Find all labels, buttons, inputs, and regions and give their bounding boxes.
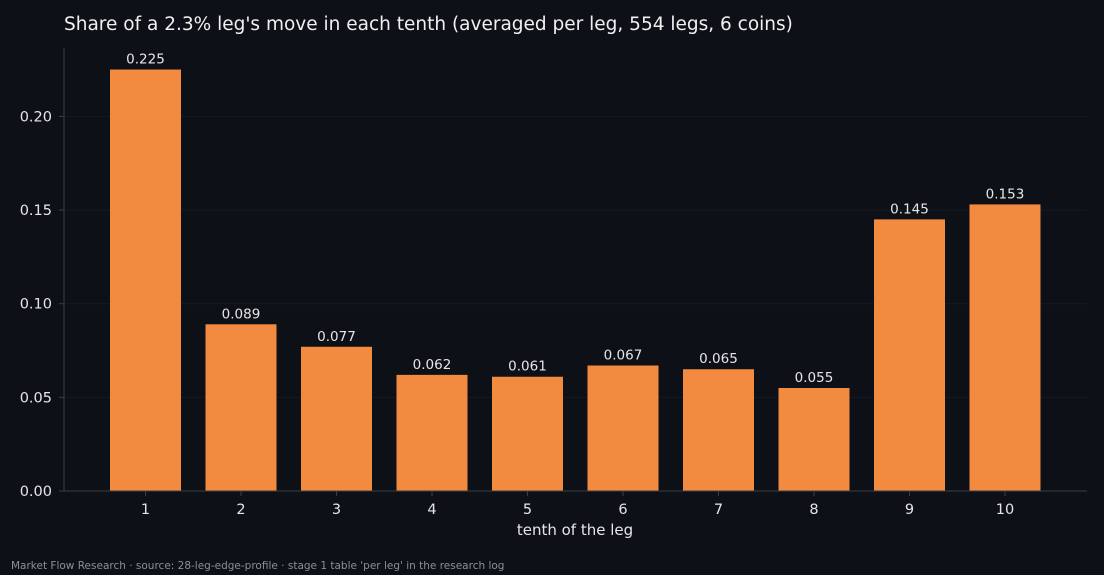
- bar-value-label-3: 0.077: [317, 329, 356, 345]
- bars: [110, 69, 1041, 492]
- x-tick-label-6: 6: [618, 502, 627, 518]
- bar-value-label-6: 0.067: [604, 347, 643, 363]
- bar-value-label-1: 0.225: [126, 52, 165, 68]
- bar-value-label-2: 0.089: [222, 306, 261, 322]
- bar-5: [492, 376, 563, 491]
- chart-title: Share of a 2.3% leg's move in each tenth…: [64, 14, 793, 35]
- bar-6: [587, 365, 659, 491]
- footer-source-note: Market Flow Research · source: 28-leg-ed…: [11, 560, 505, 572]
- bar-1: [110, 69, 181, 491]
- labels: 0.00 0.05 0.10 0.15 0.20 0.225 1 0.089 2 0.077 3 0.…: [20, 52, 1025, 518]
- bar-value-label-9: 0.145: [890, 201, 929, 217]
- bar-value-label-7: 0.065: [699, 351, 738, 367]
- x-axis-label: tenth of the leg: [517, 521, 633, 539]
- x-tick-label-3: 3: [332, 502, 341, 518]
- x-tick-label-1: 1: [141, 502, 150, 518]
- bar-value-label-10: 0.153: [986, 186, 1025, 202]
- x-tick-label-8: 8: [809, 502, 818, 518]
- x-tick-label-4: 4: [427, 502, 436, 518]
- x-tick-label-9: 9: [905, 502, 914, 518]
- bar-9: [874, 219, 945, 491]
- bar-10: [969, 204, 1041, 492]
- x-tick-label-7: 7: [714, 502, 723, 518]
- y-tick-label-3: 0.15: [20, 203, 52, 219]
- bar-3: [301, 346, 372, 491]
- bar-value-label-5: 0.061: [508, 359, 547, 375]
- y-tick-label-1: 0.05: [20, 390, 52, 406]
- axes: [59, 48, 1087, 496]
- y-tick-label-2: 0.10: [20, 297, 52, 313]
- bar-4: [396, 374, 468, 491]
- x-tick-label-5: 5: [523, 502, 532, 518]
- x-tick-label-2: 2: [236, 502, 245, 518]
- y-tick-label-0: 0.00: [20, 484, 52, 500]
- bar-2: [205, 324, 277, 491]
- bar-8: [778, 387, 850, 491]
- bar-7: [683, 369, 754, 491]
- bar-value-label-4: 0.062: [413, 357, 452, 373]
- bar-value-label-8: 0.055: [795, 370, 834, 386]
- x-tick-label-10: 10: [996, 502, 1014, 518]
- y-tick-label-4: 0.20: [20, 109, 52, 125]
